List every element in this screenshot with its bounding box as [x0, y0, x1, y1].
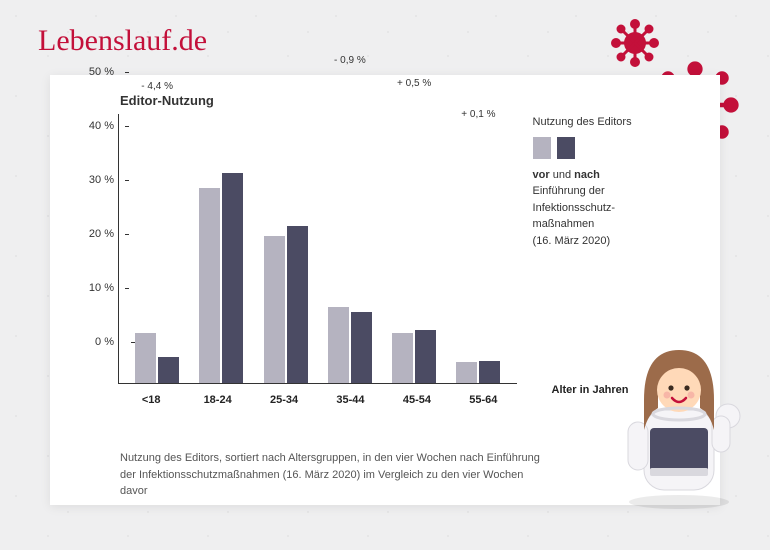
bar-chart: 0 %10 %20 %30 %40 %50 % - 4,4 %+ 2,7 %+ … — [78, 114, 517, 414]
x-label: 35-44 — [317, 394, 383, 406]
legend-swatch-nach — [557, 137, 575, 159]
bar-group: + 2,7 % — [189, 173, 253, 383]
legend: Nutzung des Editors vor und nach Einführ… — [533, 114, 692, 249]
bar-vor — [456, 362, 477, 383]
bar-vor — [199, 188, 220, 383]
x-label: 25-34 — [251, 394, 317, 406]
bar-nach — [222, 173, 243, 383]
x-label: <18 — [118, 394, 184, 406]
bar-group: + 0,5 % — [382, 330, 446, 383]
bar-vor — [328, 307, 349, 383]
astronaut-illustration — [614, 330, 744, 510]
legend-line-vornach: vor und nach — [533, 167, 692, 184]
delta-label: + 2,7 % — [189, 0, 253, 140]
y-axis: 0 %10 %20 %30 %40 %50 % — [78, 114, 118, 384]
legend-title: Nutzung des Editors — [533, 114, 692, 131]
bar-vor — [392, 333, 413, 383]
bar-nach — [287, 226, 308, 383]
x-axis-labels: <1818-2425-3435-4445-5455-64 — [118, 394, 517, 406]
bar-vor — [264, 236, 285, 383]
bar-nach — [351, 312, 372, 383]
legend-swatch-vor — [533, 137, 551, 159]
x-label: 45-54 — [384, 394, 450, 406]
legend-body-1: Einführung der — [533, 183, 692, 200]
delta-label: - 0,9 % — [318, 55, 382, 140]
plot-area: - 4,4 %+ 2,7 %+ 1,9 %- 0,9 %+ 0,5 %+ 0,1… — [118, 114, 517, 384]
x-label: 18-24 — [184, 394, 250, 406]
y-tick: 40 % — [89, 120, 114, 132]
delta-label: + 0,1 % — [446, 109, 510, 140]
delta-label: + 0,5 % — [382, 78, 446, 140]
legend-body-3: maßnahmen — [533, 216, 692, 233]
delta-label: + 1,9 % — [254, 0, 318, 140]
brand-logo: Lebenslauf.de — [38, 24, 207, 58]
bar-vor — [135, 333, 156, 383]
bar-nach — [158, 357, 179, 383]
delta-label: - 4,4 % — [125, 81, 189, 140]
y-tick: 50 % — [89, 66, 114, 78]
chart-caption: Nutzung des Editors, sortiert nach Alter… — [120, 450, 540, 500]
x-label: 55-64 — [450, 394, 516, 406]
y-tick: 10 % — [89, 282, 114, 294]
bar-nach — [479, 361, 500, 383]
bar-nach — [415, 330, 436, 383]
legend-body-2: Infektionsschutz- — [533, 200, 692, 217]
y-tick: 20 % — [89, 228, 114, 240]
bar-group: + 0,1 % — [446, 361, 510, 383]
y-tick: 30 % — [89, 174, 114, 186]
legend-body-4: (16. März 2020) — [533, 233, 692, 250]
y-tick: 0 % — [95, 336, 114, 348]
virus-icon-small — [610, 18, 660, 68]
bar-group: + 1,9 % — [254, 226, 318, 383]
bar-group: - 4,4 % — [125, 333, 189, 383]
bar-group: - 0,9 % — [318, 307, 382, 383]
